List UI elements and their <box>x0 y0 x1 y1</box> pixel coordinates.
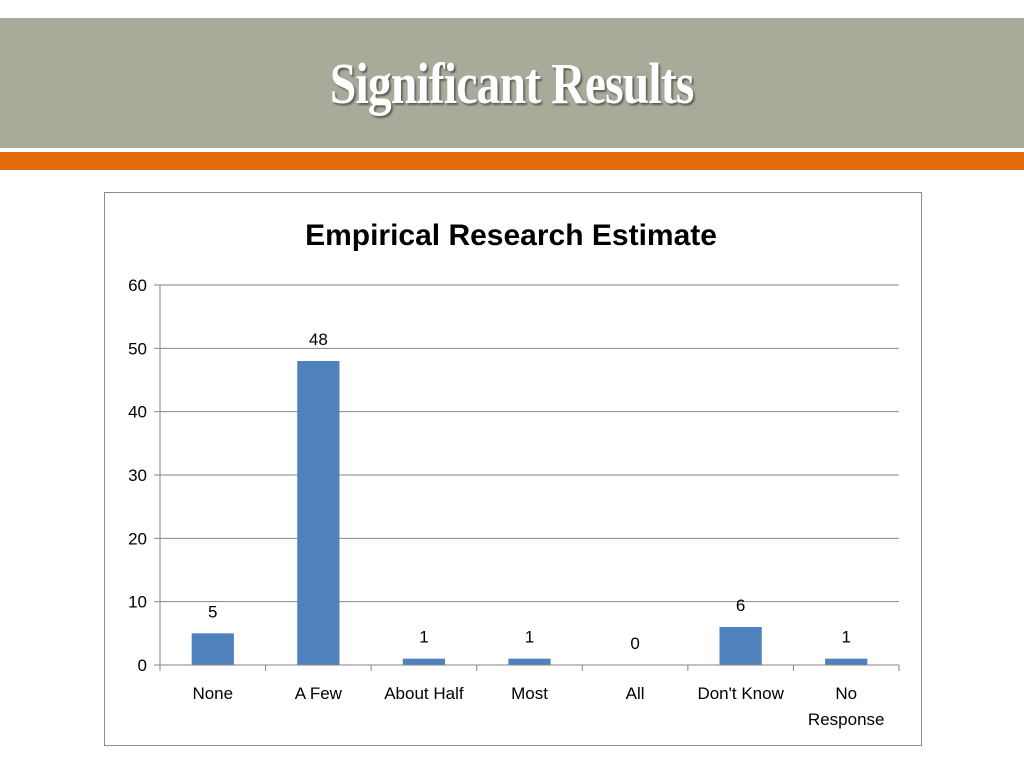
y-tick-label-30: 30 <box>128 466 147 485</box>
x-tick-label-4-line-0: All <box>626 684 645 703</box>
x-tick-label-2-line-0: About Half <box>384 684 464 703</box>
y-tick-label-0: 0 <box>138 656 147 675</box>
data-label-2: 1 <box>419 628 428 647</box>
y-tick-label-20: 20 <box>128 529 147 548</box>
data-label-6: 1 <box>841 628 850 647</box>
y-tick-label-40: 40 <box>128 403 147 422</box>
x-tick-label-6: No Response <box>808 684 885 729</box>
x-axis-tick-labels: None A Few About Half Most All Don't Know No Re… <box>192 684 884 729</box>
title-bar: Significant Results <box>0 18 1024 148</box>
chart-frame: Empirical Research Estimate 0 10 20 30 40 50 6… <box>104 192 922 746</box>
slide-title: Significant Results <box>330 50 694 116</box>
x-tick-label-2: About Half <box>384 684 464 703</box>
y-tick-label-50: 50 <box>128 339 147 358</box>
axes <box>154 284 900 671</box>
bars <box>191 361 868 665</box>
x-tick-label-5: Don't Know <box>697 684 784 703</box>
bar-chart: Empirical Research Estimate 010203040506… <box>128 219 900 729</box>
x-tick-label-1-line-0: A Few <box>295 684 343 703</box>
x-tick-label-5-line-0: Don't Know <box>697 684 784 703</box>
x-tick-label-3: Most <box>511 684 548 703</box>
x-tick-label-6-line-1: Response <box>808 710 885 729</box>
y-tick-label-10: 10 <box>128 593 147 612</box>
x-tick-label-1: A Few <box>295 684 343 703</box>
data-label-1: 48 <box>309 330 328 349</box>
bar-0 <box>191 633 234 665</box>
bar-3 <box>508 658 551 665</box>
y-tick-label-60: 60 <box>128 276 147 295</box>
x-tick-label-4: All <box>626 684 645 703</box>
x-tick-label-0-line-0: None <box>192 684 233 703</box>
x-tick-label-6-line-0: No <box>835 684 857 703</box>
accent-line <box>0 152 1024 170</box>
bar-6 <box>825 658 868 665</box>
x-tick-label-0: None <box>192 684 233 703</box>
gridlines <box>160 284 899 603</box>
data-label-4: 0 <box>630 634 639 653</box>
bar-5 <box>719 627 762 665</box>
data-labels: 5 48 1 1 0 6 1 <box>208 330 851 653</box>
data-label-5: 6 <box>736 596 745 615</box>
data-label-3: 1 <box>525 628 534 647</box>
y-axis-tick-labels: 0 10 20 30 40 50 60 <box>128 276 147 675</box>
data-label-0: 5 <box>208 602 217 621</box>
x-tick-label-3-line-0: Most <box>511 684 548 703</box>
bar-2 <box>402 658 446 665</box>
bar-1 <box>297 361 340 665</box>
chart-title: Empirical Research Estimate <box>305 219 717 252</box>
